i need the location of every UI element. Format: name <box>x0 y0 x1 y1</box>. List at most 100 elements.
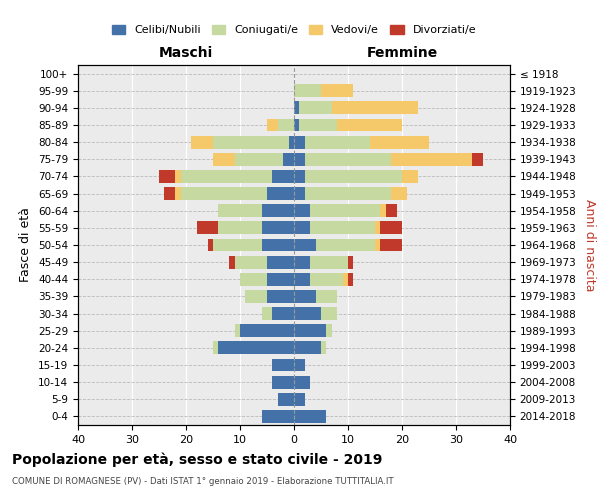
Bar <box>348 256 353 268</box>
Bar <box>267 273 294 285</box>
Bar <box>294 256 310 268</box>
Bar <box>272 170 294 183</box>
Bar <box>299 118 337 132</box>
Text: Maschi: Maschi <box>159 46 213 60</box>
Bar <box>289 136 294 148</box>
Bar <box>472 153 483 166</box>
Bar <box>321 342 326 354</box>
Bar <box>164 187 175 200</box>
Bar <box>299 102 332 114</box>
Bar <box>262 222 294 234</box>
Bar <box>175 187 181 200</box>
Bar <box>159 170 175 183</box>
Bar <box>380 222 402 234</box>
Bar <box>332 102 418 114</box>
Bar <box>272 376 294 388</box>
Bar <box>305 170 402 183</box>
Bar <box>305 153 391 166</box>
Bar <box>294 238 316 252</box>
Bar <box>305 187 391 200</box>
Bar <box>262 307 272 320</box>
Bar <box>305 136 370 148</box>
Bar <box>294 222 310 234</box>
Bar <box>391 153 472 166</box>
Bar <box>310 256 348 268</box>
Bar <box>294 376 310 388</box>
Bar <box>262 410 294 423</box>
Bar <box>310 273 343 285</box>
Bar <box>294 153 305 166</box>
Bar <box>294 118 299 132</box>
Bar <box>294 84 321 97</box>
Bar <box>229 256 235 268</box>
Bar <box>310 222 375 234</box>
Bar <box>235 256 267 268</box>
Legend: Celibi/Nubili, Coniugati/e, Vedovi/e, Divorziati/e: Celibi/Nubili, Coniugati/e, Vedovi/e, Di… <box>107 20 481 40</box>
Bar <box>294 136 305 148</box>
Bar <box>294 102 299 114</box>
Bar <box>240 324 294 337</box>
Bar <box>380 238 402 252</box>
Bar <box>181 187 267 200</box>
Bar <box>175 170 181 183</box>
Bar <box>294 358 305 372</box>
Y-axis label: Fasce di età: Fasce di età <box>19 208 32 282</box>
Bar <box>213 238 262 252</box>
Text: Popolazione per età, sesso e stato civile - 2019: Popolazione per età, sesso e stato civil… <box>12 452 382 467</box>
Bar <box>375 222 380 234</box>
Bar <box>235 324 240 337</box>
Bar <box>294 410 326 423</box>
Bar <box>197 222 218 234</box>
Bar <box>294 170 305 183</box>
Bar <box>267 256 294 268</box>
Bar <box>348 273 353 285</box>
Bar <box>213 342 218 354</box>
Bar <box>278 393 294 406</box>
Bar <box>262 238 294 252</box>
Bar <box>278 118 294 132</box>
Bar <box>391 187 407 200</box>
Bar <box>240 273 267 285</box>
Text: COMUNE DI ROMAGNESE (PV) - Dati ISTAT 1° gennaio 2019 - Elaborazione TUTTITALIA.: COMUNE DI ROMAGNESE (PV) - Dati ISTAT 1°… <box>12 478 394 486</box>
Bar <box>294 187 305 200</box>
Bar <box>267 118 278 132</box>
Bar <box>294 307 321 320</box>
Bar <box>386 204 397 217</box>
Bar <box>294 342 321 354</box>
Bar <box>316 290 337 303</box>
Bar <box>208 238 213 252</box>
Y-axis label: Anni di nascita: Anni di nascita <box>583 198 596 291</box>
Bar <box>213 153 235 166</box>
Bar <box>321 84 353 97</box>
Bar <box>272 307 294 320</box>
Bar <box>272 358 294 372</box>
Bar <box>294 290 316 303</box>
Bar <box>245 290 267 303</box>
Bar <box>343 273 348 285</box>
Bar <box>218 222 262 234</box>
Bar <box>294 324 326 337</box>
Bar <box>218 342 294 354</box>
Bar <box>380 204 386 217</box>
Bar <box>310 204 380 217</box>
Bar <box>235 153 283 166</box>
Bar <box>370 136 429 148</box>
Bar <box>326 324 332 337</box>
Bar <box>294 393 305 406</box>
Bar <box>181 170 272 183</box>
Bar <box>267 187 294 200</box>
Bar <box>337 118 402 132</box>
Bar <box>218 204 262 217</box>
Bar <box>294 273 310 285</box>
Bar <box>402 170 418 183</box>
Bar <box>262 204 294 217</box>
Bar <box>213 136 289 148</box>
Bar <box>294 204 310 217</box>
Bar <box>321 307 337 320</box>
Bar <box>316 238 375 252</box>
Bar <box>191 136 213 148</box>
Bar <box>375 238 380 252</box>
Bar <box>283 153 294 166</box>
Bar <box>267 290 294 303</box>
Text: Femmine: Femmine <box>367 46 437 60</box>
